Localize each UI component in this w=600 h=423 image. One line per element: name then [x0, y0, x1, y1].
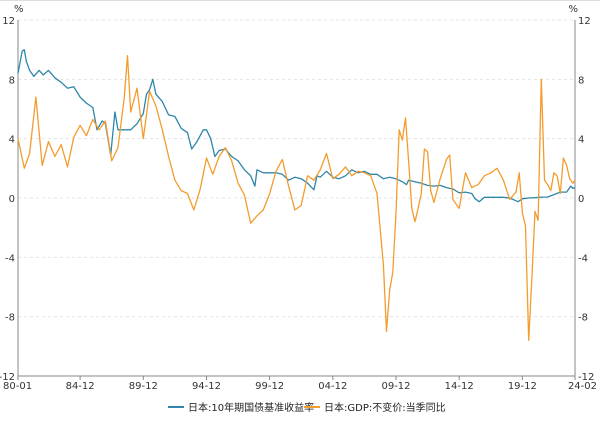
legend-label: 日本:GDP:不变价:当季同比 [324, 401, 446, 414]
legend-label: 日本:10年期国债基准收益率 [188, 401, 314, 414]
legend: 日本:10年期国债基准收益率 日本:GDP:不变价:当季同比 [168, 401, 446, 414]
axes [17, 20, 576, 380]
y-tick-label-left: -4 [5, 253, 15, 264]
y-tick-label-left: 4 [9, 135, 15, 146]
y-tick-label-right: -8 [578, 313, 588, 324]
y-tick-label-left: -8 [5, 313, 15, 324]
right-axis-unit: % [568, 4, 578, 15]
y-tick-label-right: 4 [578, 135, 584, 146]
series-line-jgb-10y-yield [17, 49, 576, 203]
series-lines [17, 49, 576, 342]
left-axis-unit: % [14, 4, 24, 15]
x-tick-label: 19-12 [508, 381, 537, 392]
y-tick-label-left: 12 [2, 16, 15, 27]
y-tick-label-left: 0 [9, 194, 15, 205]
x-tick-label: 24-02 [568, 381, 597, 392]
x-tick-label: 04-12 [318, 381, 347, 392]
series-line-gdp-yoy [17, 54, 576, 342]
y-tick-label-right: 8 [578, 75, 584, 86]
x-tick-label: 94-12 [192, 381, 221, 392]
y-tick-label-left: 8 [9, 75, 15, 86]
y-tick-label-right: -4 [578, 253, 588, 264]
x-tick-label: 80-01 [3, 381, 32, 392]
y-tick-label-right: 0 [578, 194, 584, 205]
x-tick-label: 14-12 [445, 381, 474, 392]
y-tick-label-right: -12 [578, 372, 594, 383]
y-tick-label-left: -12 [0, 372, 15, 383]
x-tick-label: 99-12 [255, 381, 284, 392]
x-tick-label: 84-12 [66, 381, 95, 392]
x-tick-label: 09-12 [381, 381, 410, 392]
grid-lines [18, 19, 575, 318]
y-tick-label-right: 12 [578, 16, 591, 27]
x-tick-label: 89-12 [129, 381, 158, 392]
